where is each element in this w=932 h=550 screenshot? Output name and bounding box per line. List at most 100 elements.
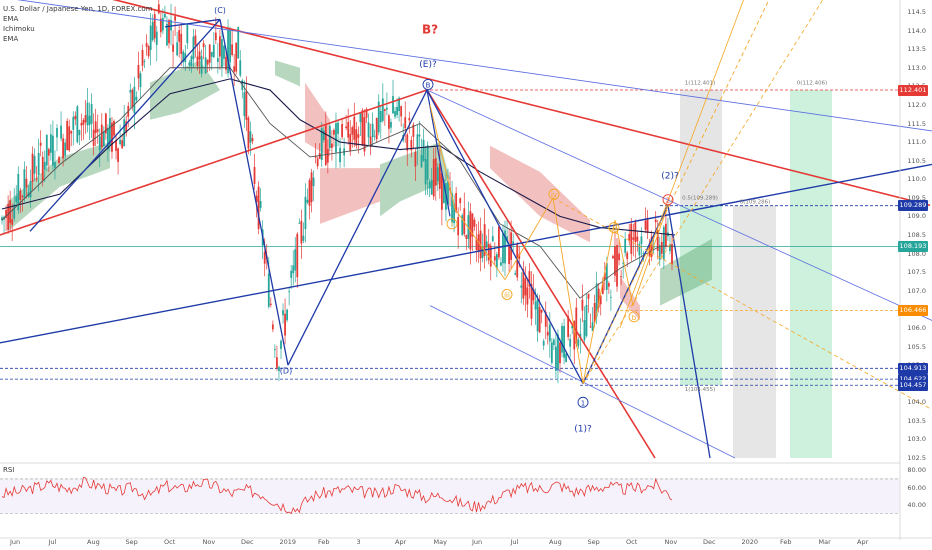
time-tick: Sep	[125, 538, 138, 546]
candle	[212, 32, 215, 59]
wave-label: 1	[577, 396, 589, 408]
candle	[577, 336, 580, 349]
candle	[104, 112, 107, 140]
wave-label-text: 1	[581, 399, 585, 407]
time-tick: Jul	[48, 538, 57, 546]
candle	[485, 235, 488, 262]
candle	[563, 318, 565, 365]
orange-sub-3	[504, 197, 554, 280]
candle	[216, 42, 219, 74]
candle	[428, 179, 431, 197]
price-label-tag: 108.193	[898, 240, 928, 252]
candle	[174, 6, 177, 36]
time-tick: Oct	[626, 538, 638, 546]
price-tick: 104.0	[907, 398, 926, 407]
wave-label-text: (C)	[214, 6, 226, 15]
zone-label: 0(109.286)	[740, 199, 771, 205]
zone-label: 1(104.455)	[685, 387, 716, 393]
blue-channel-upper	[16, 0, 932, 132]
candle	[302, 222, 305, 244]
candle	[373, 129, 376, 141]
candle	[66, 118, 69, 151]
candle	[286, 308, 289, 323]
orange-fan-4	[619, 0, 744, 329]
candle	[271, 320, 274, 333]
indicator-ichimoku[interactable]: Ichimoku	[3, 25, 35, 33]
zone-label: 0(112.406)	[797, 80, 828, 86]
wave-b-c	[164, 18, 221, 28]
candle	[383, 108, 386, 126]
candle	[282, 303, 284, 324]
candle	[92, 113, 95, 156]
candle	[306, 188, 309, 205]
candle	[434, 146, 437, 201]
candle	[324, 111, 327, 167]
price-tick: 113.5	[907, 45, 926, 54]
candle	[31, 146, 34, 191]
indicator-ema-2[interactable]: EMA	[3, 35, 19, 43]
candle	[190, 54, 193, 73]
time-tick: Dec	[241, 538, 254, 546]
candle	[208, 44, 211, 71]
candle	[388, 113, 390, 144]
chart-legend: U.S. Dollar / Japanese Yen, 1D, FOREX.co…	[3, 4, 152, 44]
candle	[381, 83, 384, 123]
candle	[603, 261, 606, 291]
candle	[145, 34, 148, 56]
candle	[522, 261, 525, 305]
candle	[194, 29, 197, 58]
candle	[19, 187, 22, 213]
rsi-tick: 60.00	[907, 483, 926, 492]
candle	[186, 23, 189, 50]
time-tick: Aug	[549, 538, 562, 546]
candle	[396, 98, 398, 119]
price-tick: 106.0	[907, 323, 926, 332]
candle	[337, 119, 339, 147]
price-tick: 108.0	[907, 249, 926, 258]
price-label-tag: 106.466	[898, 305, 928, 317]
candle	[459, 197, 462, 211]
candle	[111, 116, 113, 159]
candle	[155, 25, 158, 62]
wave-label-text: B	[426, 81, 431, 89]
candle	[284, 298, 286, 345]
candle	[579, 318, 582, 354]
blue-channel-mid	[426, 89, 932, 321]
red-trendline-lower	[0, 89, 428, 236]
candle	[200, 49, 203, 78]
candle	[453, 194, 455, 233]
candle	[524, 266, 527, 311]
indicator-ema-1[interactable]: EMA	[3, 15, 19, 23]
candle	[436, 163, 439, 191]
wave-label-text: B?	[422, 23, 438, 37]
candle	[17, 166, 20, 215]
candle	[369, 123, 372, 156]
target-zone-green	[680, 205, 722, 386]
rsi-title[interactable]: RSI	[3, 466, 15, 474]
wave-c-d	[219, 19, 289, 366]
wave-e-1	[426, 89, 584, 384]
wave-label: (D)	[280, 367, 292, 376]
candle	[565, 352, 568, 363]
candle	[341, 119, 343, 140]
candle	[74, 111, 77, 126]
price-tick: 109.5	[907, 193, 926, 202]
candle	[361, 108, 364, 147]
candle	[475, 224, 478, 262]
wave-label: (E)?	[419, 60, 437, 70]
cloud-green-4	[380, 142, 450, 217]
candle	[367, 113, 370, 146]
candle	[292, 250, 295, 286]
candle	[139, 71, 142, 100]
candle	[298, 218, 301, 225]
candle	[322, 126, 325, 143]
candle	[273, 344, 276, 359]
candle	[555, 332, 557, 378]
orange-sub-2	[454, 208, 506, 280]
rsi-line	[1, 476, 673, 515]
candle	[461, 213, 464, 236]
candle	[508, 228, 510, 272]
candle	[347, 108, 350, 145]
